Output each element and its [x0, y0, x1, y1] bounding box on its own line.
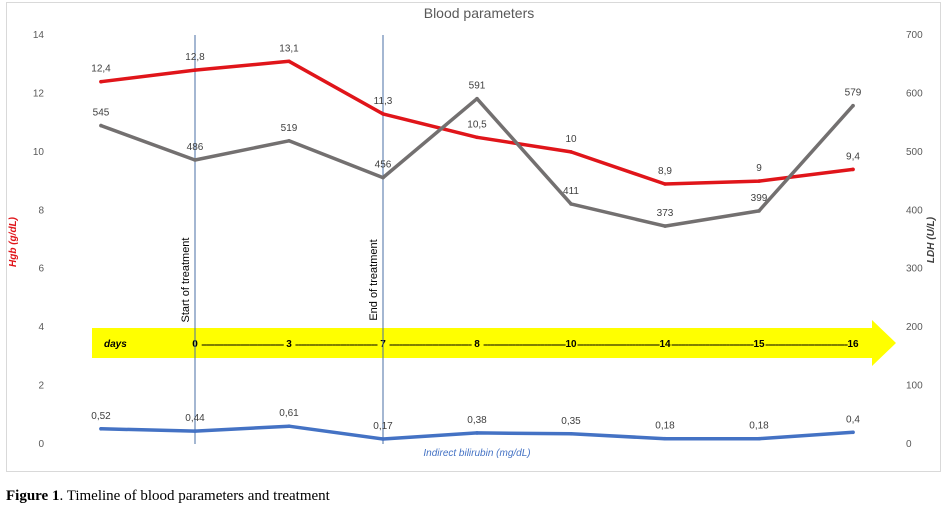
ldh-data-point [475, 96, 479, 101]
y-left-axis-title: Hgb (g/dL) [8, 216, 19, 267]
day-dashes: ------------------------- [765, 340, 849, 349]
day-label: 8 [474, 339, 480, 350]
hgb-data-point [569, 150, 573, 154]
day-dashes: ------------------------ [671, 340, 755, 349]
indirect-bilirubin-data-label: 0,61 [279, 408, 299, 419]
indirect-bilirubin-data-point [851, 430, 855, 435]
y-right-axis-title: LDH (U/L) [926, 216, 937, 263]
indirect-bilirubin-data-point [569, 432, 573, 436]
indirect-bilirubin-data-point [381, 437, 385, 441]
hgb-data-label: 9 [756, 163, 762, 174]
y-left-tick-label: 0 [38, 439, 44, 450]
hgb-data-label: 11,3 [374, 96, 393, 107]
day-dashes: ----------------------- [483, 340, 567, 349]
indirect-bilirubin-data-label: 0,18 [655, 421, 675, 432]
hgb-data-point [663, 182, 667, 186]
indirect-bilirubin-data-point [663, 436, 667, 441]
ldh-series-line [99, 96, 855, 228]
y-left-tick-label: 10 [33, 147, 45, 158]
hgb-data-label: 10,5 [467, 119, 487, 130]
indirect-bilirubin-data-point [757, 436, 761, 441]
y-left-tick-label: 8 [38, 205, 44, 216]
hgb-data-label: 12,4 [91, 64, 111, 75]
ldh-data-label: 545 [93, 108, 110, 119]
hgb-data-point [475, 135, 479, 140]
indirect-bilirubin-data-label: 0,4 [846, 414, 860, 425]
day-label: 15 [753, 339, 765, 350]
ldh-data-label: 519 [281, 123, 298, 134]
ldh-data-label: 591 [469, 81, 486, 92]
days-label: days [104, 339, 127, 350]
y-left-tick-label: 6 [38, 264, 44, 275]
ldh-data-point [99, 123, 103, 128]
y-right-tick-label: 0 [906, 439, 912, 450]
end-of-treatment-label: End of treatment [368, 239, 380, 320]
hgb-data-label: 12,8 [185, 52, 205, 63]
indirect-bilirubin-data-label: 0,18 [749, 421, 769, 432]
ldh-data-label: 411 [563, 186, 579, 197]
hgb-data-point [851, 167, 855, 172]
caption-text: . Timeline of blood parameters and treat… [59, 488, 330, 504]
ldh-data-point [381, 175, 385, 180]
day-label: 3 [286, 339, 292, 350]
ldh-data-point [851, 103, 855, 108]
indirect-bilirubin-data-point [99, 427, 103, 431]
ldh-data-label: 579 [845, 88, 862, 99]
y-left-tick-label: 14 [33, 30, 45, 41]
y-right-tick-label: 500 [906, 147, 923, 158]
indirect-bilirubin-data-label: 0,38 [467, 415, 487, 426]
y-right-tick-label: 100 [906, 381, 923, 392]
chart-frame [6, 2, 941, 472]
hgb-data-point [193, 68, 197, 72]
day-dashes: ----------------------------- [295, 340, 378, 349]
day-dashes: ------------------------- [389, 340, 473, 349]
ldh-data-label: 399 [751, 193, 768, 204]
ldh-data-label: 373 [657, 208, 674, 219]
day-label: 16 [847, 339, 859, 350]
caption-bold: Figure 1 [6, 488, 60, 504]
ldh-data-point [569, 202, 573, 206]
ldh-data-label: 456 [375, 160, 392, 171]
indirect-bilirubin-data-point [193, 429, 197, 433]
figure-caption: Figure 1. Timeline of blood parameters a… [6, 488, 330, 505]
y-right-tick-label: 600 [906, 88, 923, 99]
ldh-data-point [287, 139, 291, 143]
day-dashes: --------------------------- [577, 340, 661, 349]
hgb-data-label: 13,1 [279, 43, 299, 54]
hgb-data-point [381, 112, 385, 116]
y-right-tick-label: 700 [906, 30, 923, 41]
indirect-bilirubin-data-point [475, 431, 479, 435]
y-right-tick-label: 200 [906, 322, 923, 333]
day-dashes: ------------------- [201, 340, 285, 349]
days-arrow [92, 320, 896, 366]
hgb-data-point [757, 179, 761, 183]
hgb-data-label: 10 [565, 134, 577, 145]
indirect-bilirubin-data-label: 0,52 [91, 411, 111, 422]
ldh-data-point [757, 209, 761, 213]
indirect-bilirubin-data-label: 0,35 [561, 416, 581, 427]
start-of-treatment-label: Start of treatment [180, 238, 192, 323]
ldh-data-point [193, 158, 197, 162]
hgb-data-label: 8,9 [658, 166, 672, 177]
hgb-data-label: 9,4 [846, 151, 860, 162]
y-left-tick-label: 4 [38, 322, 44, 333]
indirect-bilirubin-data-label: 0,17 [373, 421, 393, 432]
bilirubin-axis-title: Indirect bilirubin (mg/dL) [423, 448, 530, 459]
day-label: 14 [659, 339, 671, 350]
indirect-bilirubin-data-label: 0,44 [185, 413, 205, 424]
y-right-tick-label: 300 [906, 264, 923, 275]
y-right-tick-label: 400 [906, 205, 923, 216]
hgb-data-point [287, 59, 291, 64]
day-label: 10 [565, 339, 577, 350]
hgb-data-point [99, 79, 103, 84]
ldh-data-label: 486 [187, 142, 204, 153]
indirect-bilirubin-data-point [287, 424, 291, 429]
y-left-tick-label: 2 [38, 381, 44, 392]
chart-title: Blood parameters [424, 5, 535, 21]
y-left-tick-label: 12 [33, 88, 45, 99]
ldh-data-point [663, 224, 667, 228]
